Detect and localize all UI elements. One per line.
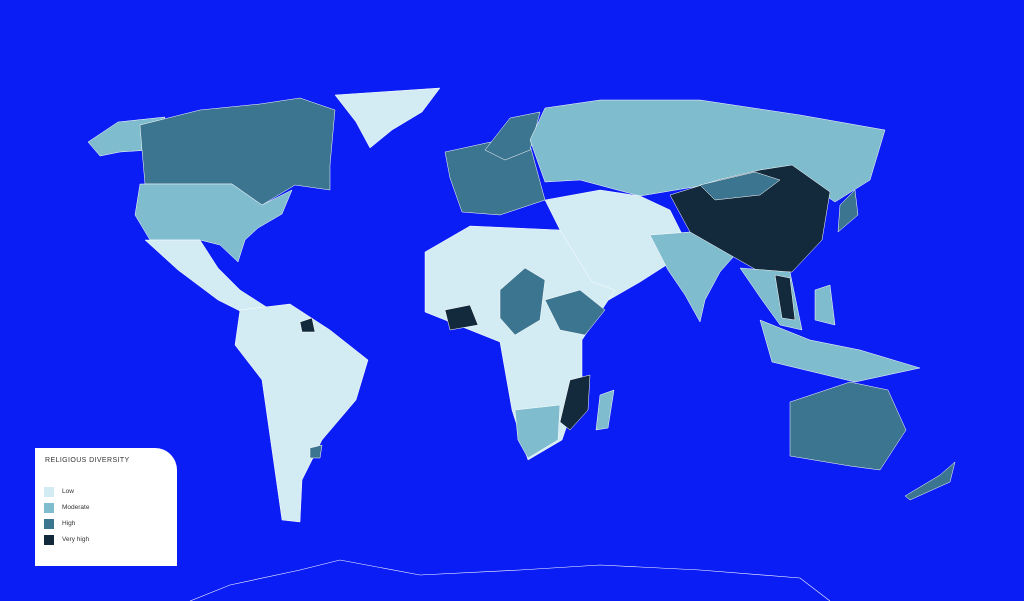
region-greenland [334, 87, 441, 149]
region-japan [837, 189, 859, 233]
legend-item-moderate: Moderate [44, 502, 89, 513]
legend-swatch-low [44, 486, 54, 497]
region-antarctica [189, 559, 831, 601]
legend-title: RELIGIOUS DIVERSITY [45, 457, 130, 464]
region-indonesia [759, 319, 921, 383]
region-new-zealand [904, 461, 956, 501]
region-east-africa [544, 289, 606, 336]
region-mongolia [699, 171, 781, 201]
region-philippines [814, 284, 836, 326]
legend-item-very-high: Very high [44, 534, 89, 545]
region-guyana [299, 317, 316, 333]
legend-swatch-high [44, 518, 54, 529]
region-south-america [234, 303, 369, 523]
legend-label-very-high: Very high [62, 536, 90, 543]
region-vietnam [774, 274, 796, 321]
legend-swatch-moderate [44, 502, 54, 513]
region-madagascar [595, 389, 615, 431]
legend-label-moderate: Moderate [62, 504, 90, 511]
region-australia [789, 381, 907, 471]
region-mozambique [559, 374, 591, 431]
region-uruguay [309, 444, 323, 459]
region-west-africa [444, 304, 479, 331]
legend: RELIGIOUS DIVERSITY Low Moderate High Ve… [35, 448, 177, 566]
legend-item-low: Low [44, 486, 74, 497]
region-russia [529, 99, 886, 203]
legend-label-high: High [62, 520, 76, 527]
region-central-africa [499, 267, 546, 336]
legend-label-low: Low [62, 488, 74, 495]
legend-swatch-very-high [44, 534, 54, 545]
legend-item-high: High [44, 518, 75, 529]
region-southern-africa [514, 404, 561, 459]
